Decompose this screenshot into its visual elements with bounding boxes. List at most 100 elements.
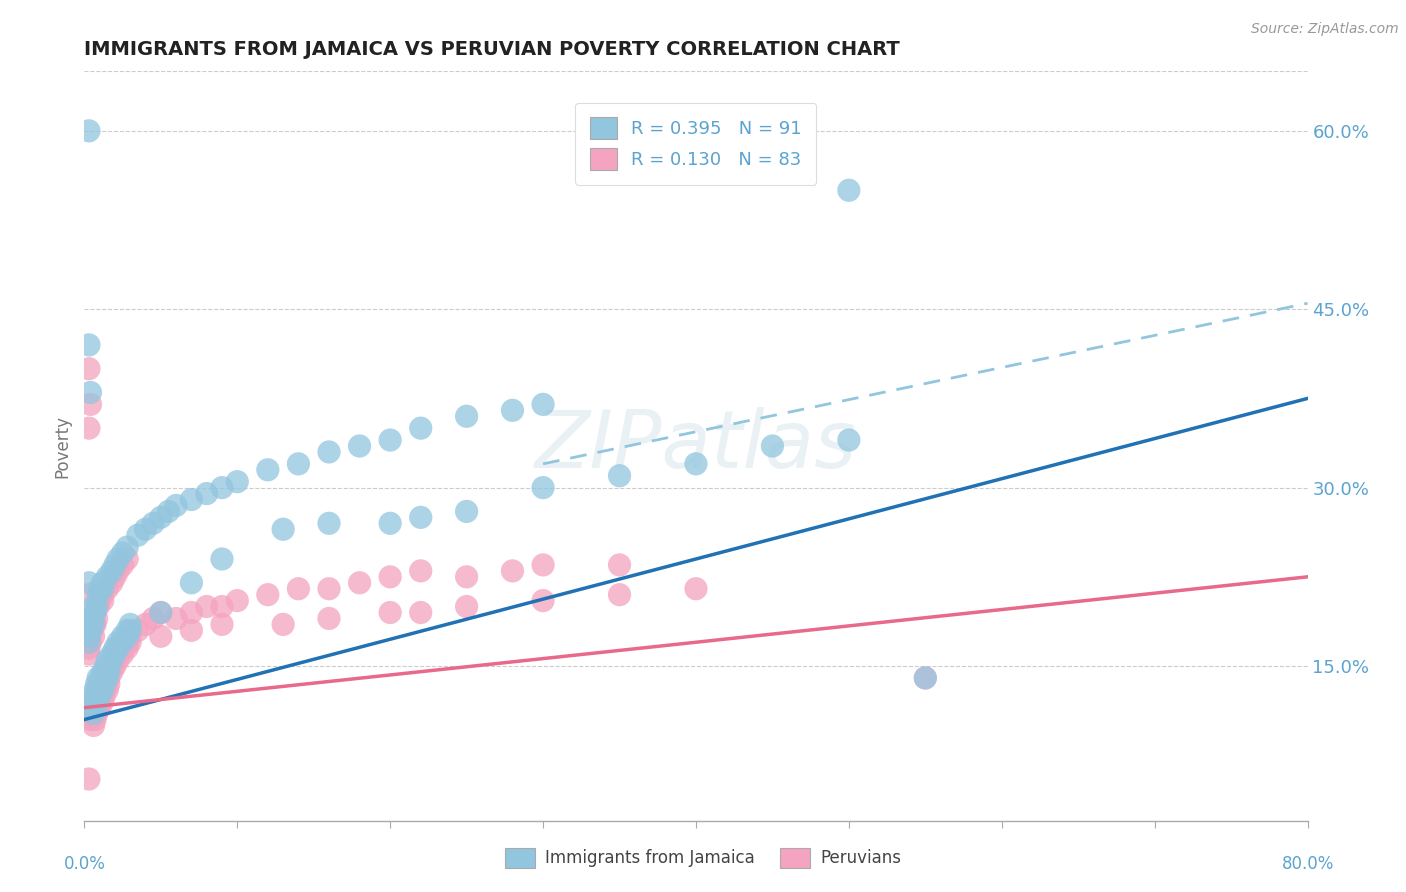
Point (94, 677, 117, 691)
Point (502, 403, 524, 417)
Point (91, 665, 114, 679)
Point (84, 695, 107, 709)
Point (685, 582, 707, 596)
Point (120, 617, 142, 632)
Point (318, 582, 340, 596)
Point (89, 593, 111, 607)
Point (104, 647, 127, 661)
Point (87, 599, 110, 614)
Point (287, 457, 309, 471)
Point (115, 635, 138, 649)
Text: 0.0%: 0.0% (63, 855, 105, 873)
Point (87, 588, 110, 602)
Point (86, 599, 108, 614)
Point (84, 606, 107, 620)
Point (89, 695, 111, 709)
Text: Source: ZipAtlas.com: Source: ZipAtlas.com (1251, 22, 1399, 37)
Legend: Immigrants from Jamaica, Peruvians: Immigrants from Jamaica, Peruvians (499, 841, 907, 875)
Point (79, 700, 101, 714)
Point (409, 564, 432, 578)
Point (90, 677, 112, 691)
Point (96, 682, 118, 697)
Point (271, 522, 294, 536)
Point (531, 397, 554, 411)
Text: ZIPatlas: ZIPatlas (534, 407, 858, 485)
Point (77, 772, 100, 786)
Point (84, 617, 107, 632)
Point (79, 624, 101, 638)
Point (531, 558, 554, 572)
Point (97, 671, 120, 685)
Point (96, 665, 118, 679)
Point (380, 606, 402, 620)
Point (104, 570, 127, 584)
Point (83, 689, 105, 703)
Point (180, 492, 202, 507)
Point (135, 617, 157, 632)
Point (211, 599, 233, 614)
Point (94, 665, 117, 679)
Point (83, 718, 105, 732)
Point (87, 682, 110, 697)
Point (87, 695, 110, 709)
Point (838, 433, 860, 447)
Point (93, 689, 115, 703)
Point (84, 682, 107, 697)
Point (180, 575, 202, 590)
Point (409, 421, 432, 435)
Point (97, 677, 120, 691)
Point (96, 582, 118, 596)
Point (107, 564, 129, 578)
Point (77, 629, 100, 643)
Point (180, 606, 202, 620)
Point (83, 617, 105, 632)
Point (91, 575, 114, 590)
Point (107, 653, 129, 667)
Point (111, 641, 134, 656)
Point (257, 588, 280, 602)
Point (96, 653, 118, 667)
Point (83, 706, 105, 721)
Point (165, 611, 187, 625)
Point (111, 558, 134, 572)
Point (91, 593, 114, 607)
Point (89, 682, 111, 697)
Point (287, 582, 309, 596)
Point (157, 504, 180, 518)
Point (91, 582, 114, 596)
Point (89, 689, 111, 703)
Point (211, 481, 233, 495)
Point (127, 528, 149, 542)
Point (91, 677, 114, 691)
Point (104, 641, 127, 656)
Point (90, 671, 112, 685)
Point (80, 624, 103, 638)
Point (149, 629, 172, 643)
Point (104, 653, 127, 667)
Point (349, 575, 371, 590)
Point (609, 588, 631, 602)
Point (77, 647, 100, 661)
Point (86, 677, 108, 691)
Point (93, 677, 115, 691)
Point (761, 439, 783, 453)
Point (79, 397, 101, 411)
Point (94, 671, 117, 685)
Point (89, 700, 111, 714)
Point (77, 641, 100, 656)
Point (101, 659, 124, 673)
Point (80, 695, 103, 709)
Text: 80.0%: 80.0% (1281, 855, 1334, 873)
Point (101, 647, 124, 661)
Point (609, 558, 631, 572)
Point (107, 647, 129, 661)
Point (685, 457, 707, 471)
Point (84, 713, 107, 727)
Point (914, 671, 936, 685)
Point (77, 575, 100, 590)
Point (115, 641, 138, 656)
Point (86, 689, 108, 703)
Point (115, 552, 138, 566)
Point (83, 629, 105, 643)
Point (77, 588, 100, 602)
